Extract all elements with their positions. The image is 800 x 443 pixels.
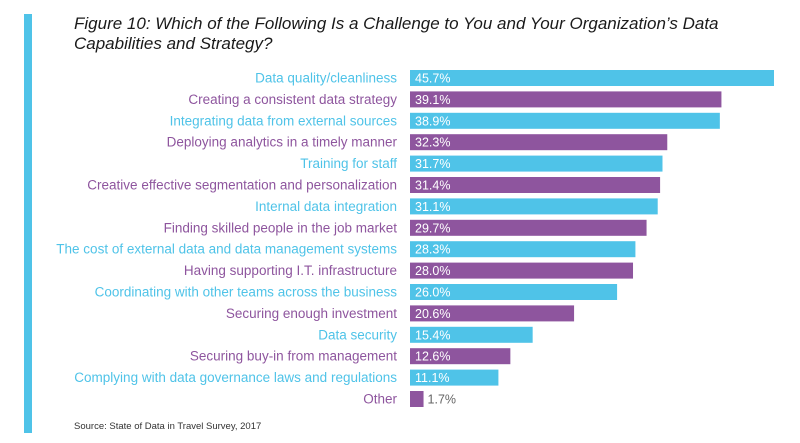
value-label: 31.1% (415, 200, 450, 214)
category-label: Securing enough investment (226, 306, 397, 321)
category-label: Deploying analytics in a timely manner (167, 135, 398, 150)
category-label: Creative effective segmentation and pers… (87, 178, 397, 193)
accent-bar (24, 14, 32, 433)
value-label: 31.7% (415, 157, 450, 171)
value-label: 39.1% (415, 93, 450, 107)
bar (410, 91, 722, 108)
category-label: Training for staff (300, 156, 397, 171)
value-label: 1.7% (428, 393, 457, 407)
category-label: Complying with data governance laws and … (74, 370, 397, 385)
value-label: 29.7% (415, 221, 450, 235)
value-label: 12.6% (415, 350, 450, 364)
bar (410, 70, 774, 86)
category-label: Data security (318, 327, 397, 342)
category-label: Creating a consistent data strategy (188, 92, 397, 107)
bar (410, 241, 636, 258)
bar (410, 369, 499, 386)
bar (410, 326, 533, 343)
value-label: 38.9% (415, 114, 450, 128)
bar (410, 198, 658, 215)
category-label: Securing buy-in from management (190, 349, 397, 364)
category-label: Having supporting I.T. infrastructure (184, 263, 397, 278)
bar (410, 305, 575, 322)
value-label: 31.4% (415, 179, 450, 193)
bar (410, 284, 618, 300)
bar (410, 262, 634, 279)
category-label: Other (363, 392, 397, 407)
value-label: 15.4% (415, 328, 450, 342)
bar (410, 391, 424, 407)
bar (410, 155, 663, 172)
value-label: 45.7% (415, 72, 450, 86)
value-label: 32.3% (415, 136, 450, 150)
category-label: The cost of external data and data manag… (56, 242, 397, 257)
value-label: 28.0% (415, 264, 450, 278)
category-label: Internal data integration (255, 199, 397, 214)
category-label: Data quality/cleanliness (255, 71, 397, 86)
bar (410, 348, 511, 365)
category-label: Finding skilled people in the job market (164, 220, 398, 235)
category-label: Integrating data from external sources (170, 113, 398, 128)
value-label: 20.6% (415, 307, 450, 321)
bar (410, 219, 647, 236)
category-label: Coordinating with other teams across the… (95, 285, 398, 300)
source-note: Source: State of Data in Travel Survey, … (74, 421, 262, 432)
value-label: 26.0% (415, 286, 450, 300)
bar (410, 177, 661, 193)
value-label: 28.3% (415, 243, 450, 257)
bar (410, 112, 720, 129)
value-label: 11.1% (415, 371, 450, 385)
bar (410, 134, 668, 151)
chart-title: Figure 10: Which of the Following Is a C… (74, 14, 719, 53)
